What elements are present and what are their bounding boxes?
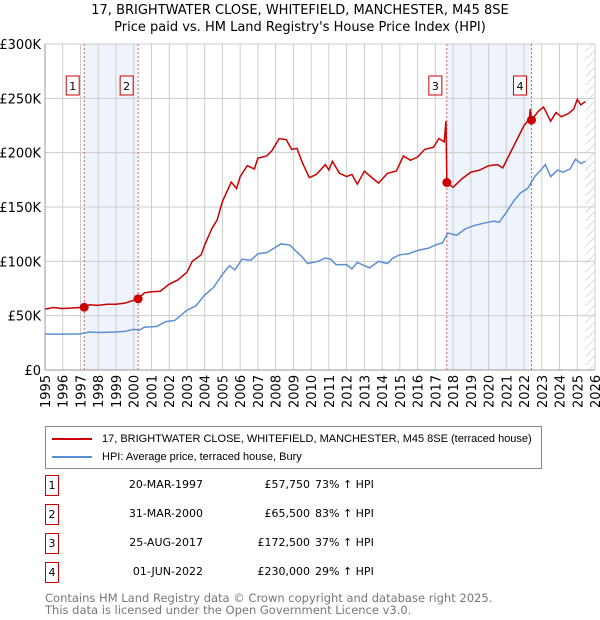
table-row: 1 20-MAR-1997 £57,750 73% ↑ HPI (45, 475, 445, 497)
y-tick-label: £250K (0, 92, 41, 107)
x-tick-label: 2014 (376, 375, 391, 408)
x-tick-label: 2009 (287, 375, 302, 408)
y-tick-label: £50K (8, 310, 42, 325)
sale-point (526, 115, 536, 125)
sale-price: £172,500 (257, 536, 311, 549)
x-tick-label: 2008 (270, 375, 285, 408)
sale-number: 1 (45, 475, 59, 496)
sale-hpi: 83% ↑ HPI (315, 507, 374, 520)
legend-swatch-property (52, 438, 92, 440)
sale-label: 4 (516, 80, 523, 93)
legend-label-hpi: HPI: Average price, terraced house, Bury (102, 451, 302, 463)
x-tick-label: 2017 (429, 375, 444, 408)
table-row: 2 31-MAR-2000 £65,500 83% ↑ HPI (45, 504, 445, 526)
sale-price: £65,500 (264, 507, 311, 520)
chart-title: 17, BRIGHTWATER CLOSE, WHITEFIELD, MANCH… (91, 3, 509, 18)
sale-price: £57,750 (264, 478, 311, 491)
footer-line-2: This data is licensed under the Open Gov… (45, 603, 412, 617)
x-tick-label: 2006 (234, 375, 249, 408)
x-tick-label: 2024 (554, 375, 569, 408)
x-tick-label: 2016 (412, 375, 427, 408)
x-tick-label: 1995 (39, 375, 54, 408)
chart-subtitle: Price paid vs. HM Land Registry's House … (114, 20, 486, 35)
sale-label: 3 (432, 80, 439, 93)
x-tick-label: 2018 (447, 375, 462, 408)
sale-number: 2 (45, 504, 59, 525)
x-tick-label: 2022 (518, 375, 533, 408)
x-tick-label: 2021 (500, 375, 515, 408)
sale-label-box (512, 75, 527, 96)
x-tick-label: 1999 (110, 375, 125, 408)
x-tick-label: 2001 (145, 375, 160, 408)
y-tick-label: £150K (0, 201, 41, 216)
sale-point (133, 294, 143, 304)
x-tick-label: 2002 (163, 375, 178, 408)
sale-number: 4 (45, 562, 59, 583)
sale-date: 31-MAR-2000 (128, 507, 203, 520)
hpi-line (45, 158, 586, 335)
legend: 17, BRIGHTWATER CLOSE, WHITEFIELD, MANCH… (45, 426, 542, 469)
sale-hpi: 29% ↑ HPI (315, 565, 374, 578)
table-row: 4 01-JUN-2022 £230,000 29% ↑ HPI (45, 562, 445, 584)
sale-hpi: 37% ↑ HPI (315, 536, 374, 549)
x-tick-label: 1997 (74, 375, 89, 408)
footer-line-1: Contains HM Land Registry data © Crown c… (45, 591, 493, 605)
x-tick-label: 2011 (323, 375, 338, 408)
x-tick-label: 2004 (199, 375, 214, 408)
table-row: 3 25-AUG-2017 £172,500 37% ↑ HPI (45, 533, 445, 555)
x-tick-label: 2020 (483, 375, 498, 408)
x-tick-label: 2012 (341, 375, 356, 408)
x-tick-label: 2007 (252, 375, 267, 408)
x-tick-label: 2019 (465, 375, 480, 408)
sale-number: 3 (45, 533, 59, 554)
sale-point (442, 178, 452, 188)
sale-label-box (119, 75, 134, 96)
sale-point (79, 302, 89, 312)
x-tick-label: 2003 (181, 375, 196, 408)
x-tick-label: 2026 (589, 375, 600, 408)
y-tick-label: £200K (0, 147, 41, 162)
sale-date: 01-JUN-2022 (132, 565, 203, 578)
x-tick-label: 2023 (536, 375, 551, 408)
sale-label-box (428, 75, 443, 96)
x-tick-label: 2013 (358, 375, 373, 408)
x-tick-label: 2000 (128, 375, 143, 408)
x-tick-label: 2010 (305, 375, 320, 408)
sale-label-box (65, 75, 80, 96)
x-tick-label: 2025 (571, 375, 586, 408)
y-tick-label: £100K (0, 255, 41, 270)
y-tick-label: £300K (0, 38, 41, 53)
sale-date: 25-AUG-2017 (129, 536, 203, 549)
sale-price: £230,000 (257, 565, 311, 578)
sale-hpi: 73% ↑ HPI (315, 478, 374, 491)
footer: Contains HM Land Registry data © Crown c… (45, 592, 492, 616)
sale-date: 20-MAR-1997 (128, 478, 203, 491)
property-price-line (44, 97, 586, 310)
legend-swatch-hpi (52, 456, 92, 458)
x-tick-label: 1998 (92, 375, 107, 408)
x-tick-label: 1996 (57, 375, 72, 408)
sale-label: 1 (69, 80, 76, 93)
sale-label: 2 (123, 80, 130, 93)
x-tick-label: 2005 (216, 375, 231, 408)
legend-label-property: 17, BRIGHTWATER CLOSE, WHITEFIELD, MANCH… (102, 433, 532, 445)
y-tick-label: £0 (24, 364, 41, 379)
x-tick-label: 2015 (394, 375, 409, 408)
